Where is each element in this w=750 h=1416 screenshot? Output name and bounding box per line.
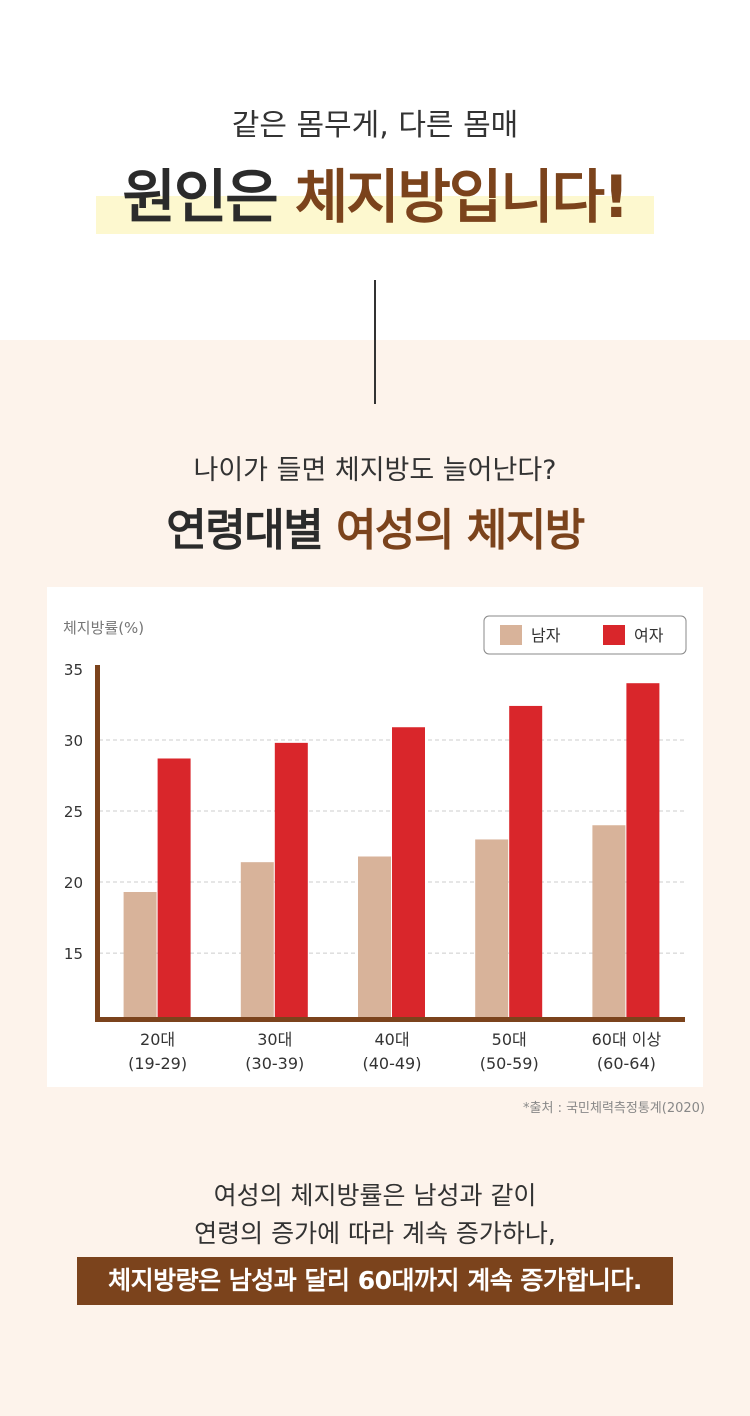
y-axis <box>95 665 100 1019</box>
x-tick-range: (30-39) <box>245 1054 304 1073</box>
bar-male <box>123 892 157 1017</box>
section-headline: 연령대별 여성의 체지방 <box>0 494 750 558</box>
chart-card: 체지방률(%) 15 20 25 30 35 20대 (19-29) 30대 (30-39) 40대… <box>47 587 703 1087</box>
legend-box <box>483 615 687 655</box>
legend-swatch <box>500 625 522 645</box>
x-tick-label: 40대 <box>374 1030 409 1049</box>
bar-male <box>592 825 626 1017</box>
bar-male <box>240 862 274 1017</box>
hero-headline-dark: 원인은 <box>122 163 279 231</box>
y-tick-label: 25 <box>64 803 83 821</box>
x-axis <box>95 1017 685 1022</box>
x-tick-label: 20대 <box>140 1030 175 1049</box>
y-tick-label: 20 <box>64 874 83 892</box>
bar-female <box>509 705 543 1017</box>
hero-headline: 원인은 체지방입니다! <box>0 150 750 234</box>
section-headline-dark: 연령대별 <box>166 505 323 556</box>
body-line-2: 연령의 증가에 따라 계속 증가하나, <box>194 1219 556 1248</box>
legend-label: 남자 <box>531 626 561 645</box>
x-tick-label: 60대 이상 <box>592 1030 662 1049</box>
section-subtitle: 나이가 들면 체지방도 늘어난다? <box>193 455 557 486</box>
legend-swatch <box>603 625 625 645</box>
hero-subtitle: 같은 몸무게, 다른 몸매 <box>231 108 519 143</box>
x-tick-label: 30대 <box>257 1030 292 1049</box>
bar-male <box>358 856 391 1017</box>
x-tick-label: 50대 <box>492 1030 527 1049</box>
bar-male <box>475 839 509 1017</box>
y-axis-label: 체지방률(%) <box>63 619 144 637</box>
legend-label: 여자 <box>634 626 664 645</box>
x-tick-range: (60-64) <box>597 1054 656 1073</box>
hero-headline-brown: 체지방입니다! <box>294 163 630 231</box>
y-tick-label: 35 <box>64 661 83 679</box>
emphasis-banner: 체지방량은 남성과 달리 60대까지 계속 증가합니다. <box>77 1257 673 1305</box>
divider-line <box>374 280 376 404</box>
bar-female <box>274 742 308 1017</box>
bar-female <box>392 727 425 1017</box>
bar-female <box>626 683 660 1017</box>
section-headline-brown: 여성의 체지방 <box>336 505 585 556</box>
headline-highlight <box>96 196 654 234</box>
source-note: *출처 : 국민체력측정통계(2020) <box>523 1101 705 1116</box>
y-tick-label: 30 <box>64 732 83 750</box>
bar-chart: 체지방률(%) 15 20 25 30 35 20대 (19-29) 30대 (30-39) 40대… <box>63 615 687 1073</box>
x-tick-range: (19-29) <box>128 1054 187 1073</box>
x-tick-range: (40-49) <box>363 1054 422 1073</box>
body-line-1: 여성의 체지방률은 남성과 같이 <box>213 1181 537 1210</box>
bar-female <box>157 758 191 1017</box>
x-tick-range: (50-59) <box>480 1054 539 1073</box>
y-tick-label: 15 <box>64 945 83 963</box>
